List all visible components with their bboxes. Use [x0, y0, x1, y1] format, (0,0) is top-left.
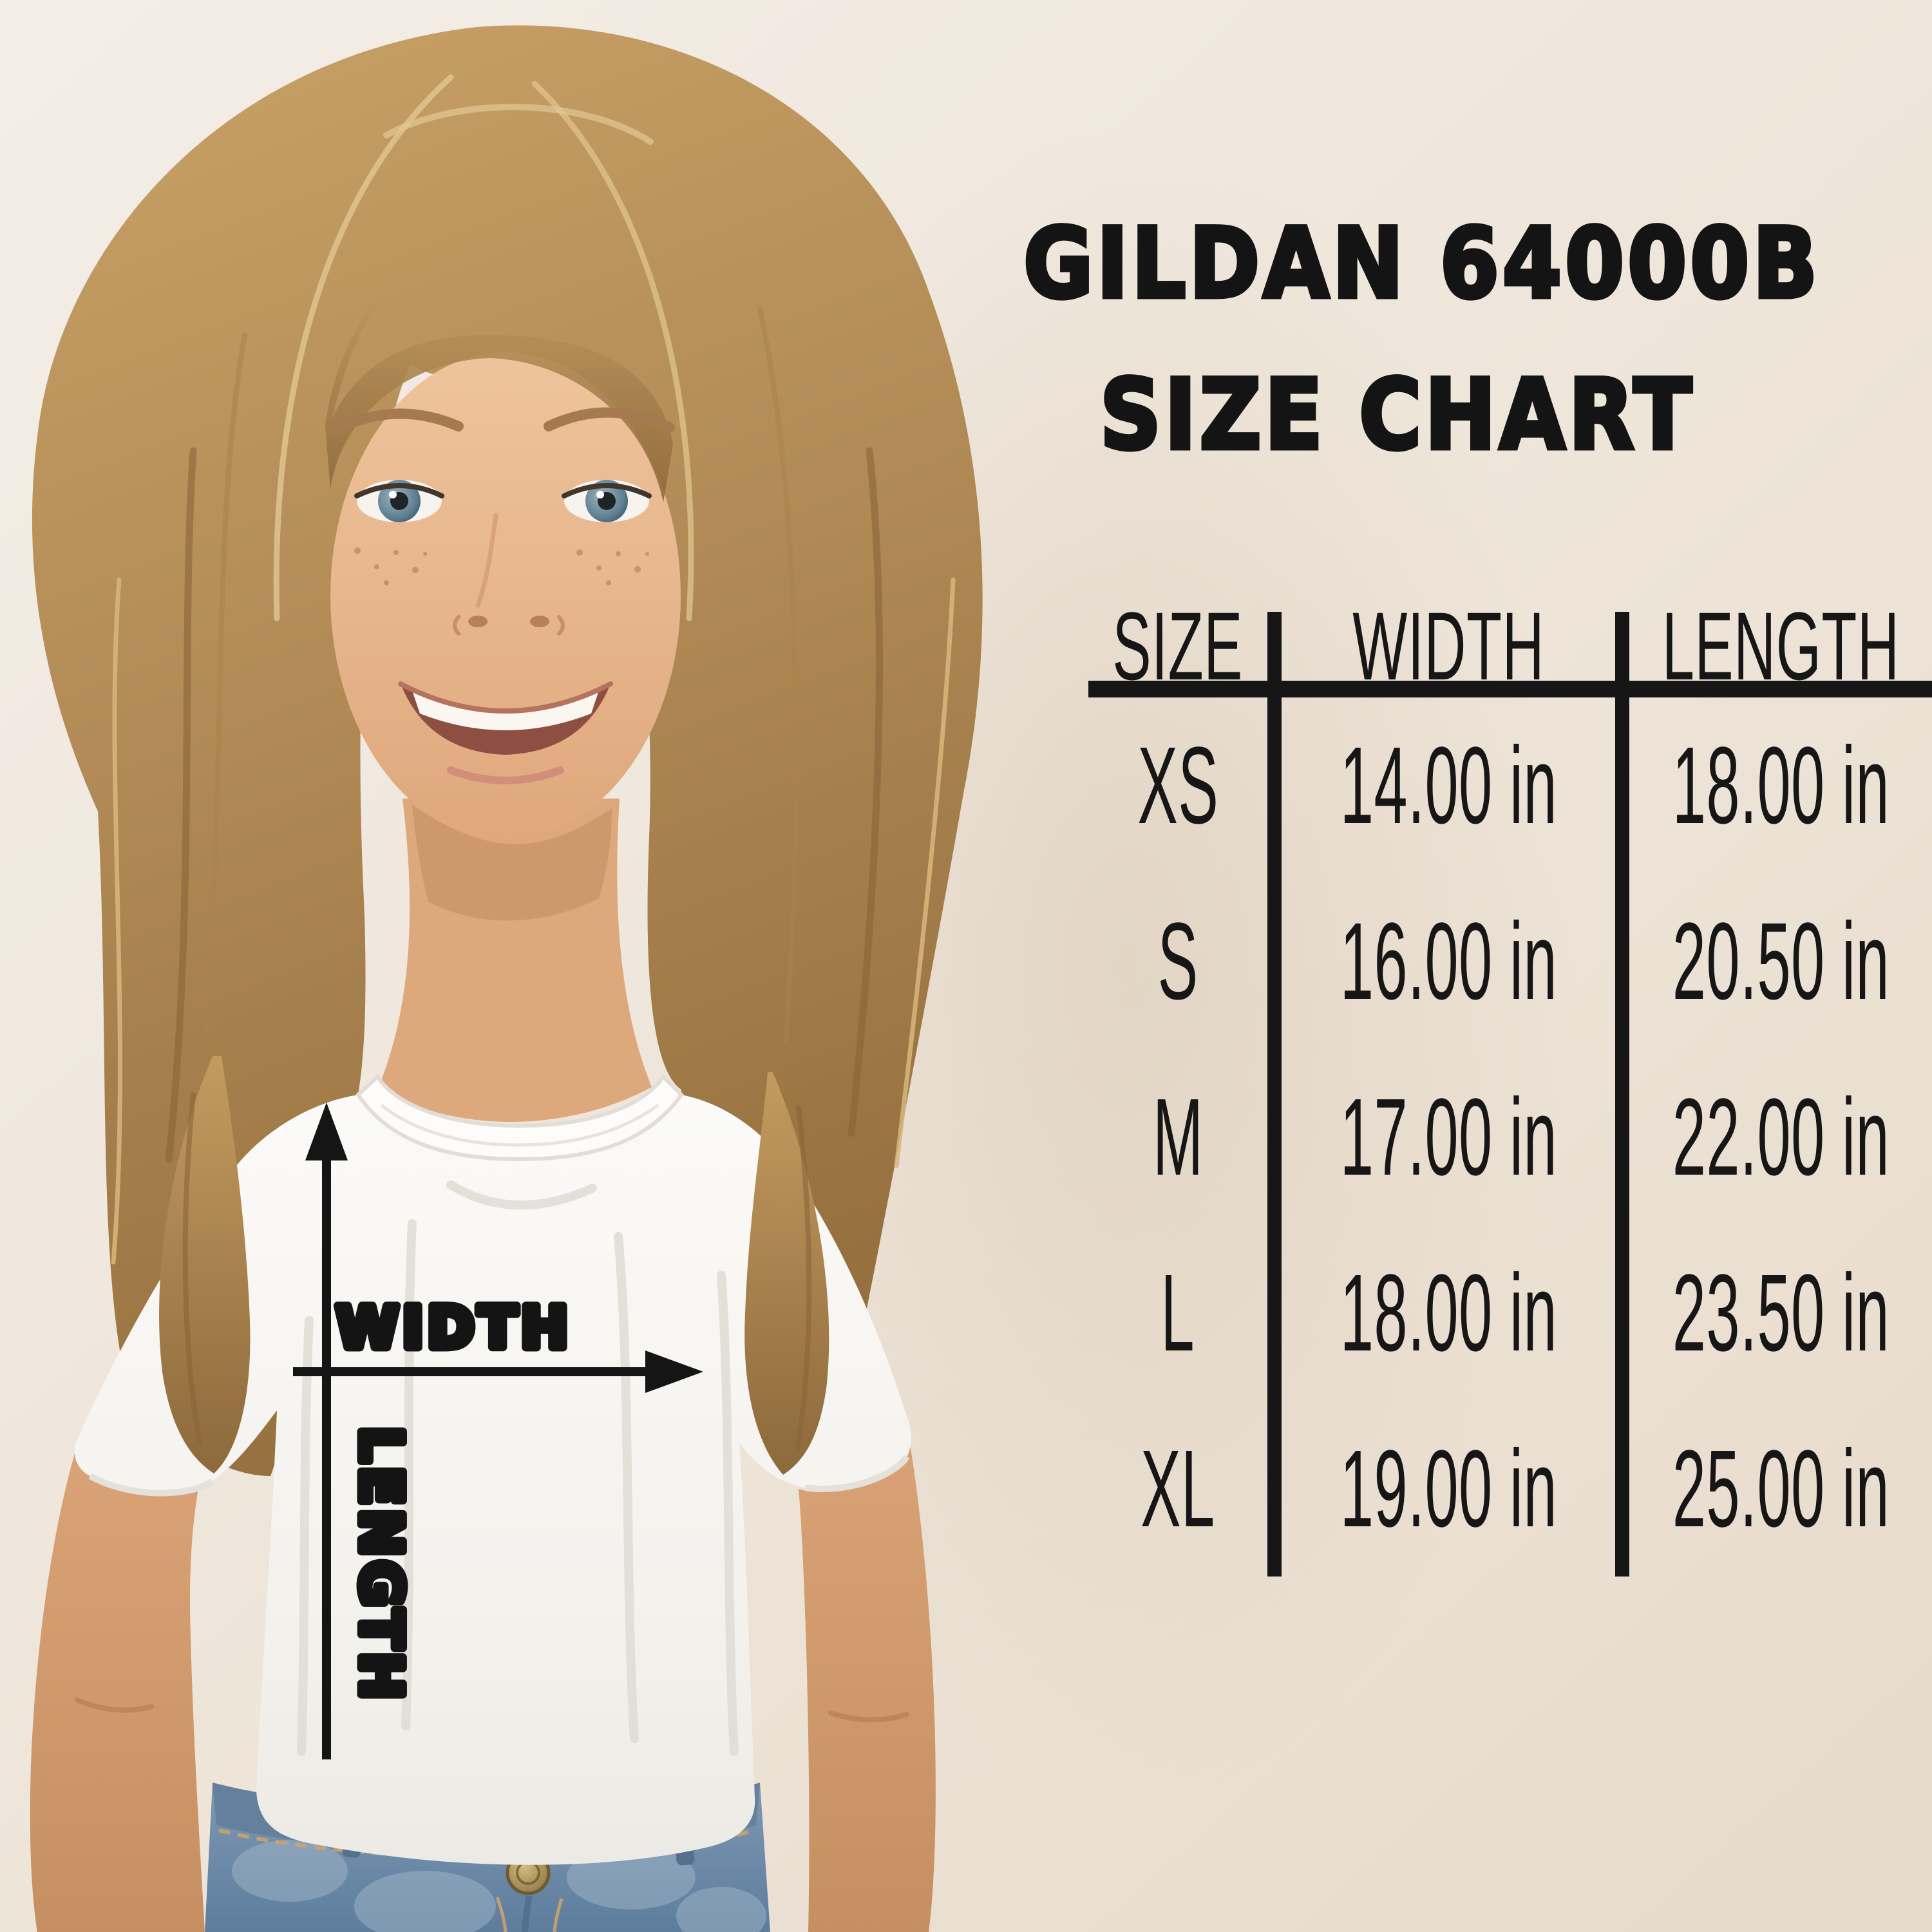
smile [398, 681, 613, 784]
width-value: 19.00 in [1340, 1427, 1557, 1550]
width-arrow-icon [293, 1350, 703, 1393]
left-arm [30, 1449, 205, 1932]
table-row-l-size: L [1088, 1225, 1282, 1401]
right-arm [799, 1414, 936, 1932]
freckles [354, 547, 649, 585]
table-row-m-length: 22.00 in [1629, 1049, 1932, 1225]
arms [30, 1414, 936, 1932]
column-header-length-label: LENGTH [1662, 592, 1900, 700]
nose [453, 513, 565, 636]
table-row-xs-width: 14.00 in [1282, 697, 1629, 873]
face [325, 270, 681, 839]
width-label: WIDTH [336, 1294, 573, 1361]
table-row-xl-size: XL [1088, 1401, 1282, 1577]
title-line-2: SIZE CHART [1098, 359, 1696, 471]
table-row-xs-size: XS [1088, 697, 1282, 873]
length-arrow-icon [305, 1103, 348, 1759]
size-value: XL [1141, 1427, 1215, 1550]
width-value: 14.00 in [1340, 724, 1557, 847]
front-hairline [325, 270, 673, 502]
width-value: 18.00 in [1340, 1251, 1557, 1374]
table-row-xl-width: 19.00 in [1282, 1401, 1629, 1577]
table-row-s-size: S [1088, 873, 1282, 1049]
table-row-m-size: M [1088, 1049, 1282, 1225]
table-row-xl-length: 25.00 in [1629, 1401, 1932, 1577]
size-table: SIZE WIDTH LENGTH XS 14.00 in 18.00 in S… [1088, 592, 1932, 1578]
t-shirt [75, 1074, 912, 1865]
chart-title: GILDAN 64000B SIZE CHART [972, 208, 1823, 471]
title-line-1: GILDAN 64000B [1021, 208, 1821, 320]
column-header-size: SIZE [1088, 592, 1282, 700]
column-header-size-label: SIZE [1112, 592, 1244, 700]
front-hair-locks [159, 1056, 829, 1475]
length-label: LENGTH [348, 1426, 414, 1703]
width-value: 16.00 in [1340, 900, 1557, 1023]
table-row-s-width: 16.00 in [1282, 873, 1629, 1049]
hair [32, 25, 983, 1476]
table-row-m-width: 17.00 in [1282, 1049, 1629, 1225]
length-value: 18.00 in [1672, 724, 1889, 847]
table-row-l-length: 23.50 in [1629, 1225, 1932, 1401]
length-value: 20.50 in [1672, 900, 1889, 1023]
length-value: 25.00 in [1672, 1427, 1889, 1550]
column-header-width-label: WIDTH [1352, 592, 1544, 700]
collar [355, 1074, 684, 1162]
table-row-l-width: 18.00 in [1282, 1225, 1629, 1401]
left-eye [354, 480, 444, 522]
left-eyebrow [330, 408, 464, 435]
width-value: 17.00 in [1340, 1075, 1557, 1198]
right-eyebrow [544, 407, 675, 433]
size-value: L [1160, 1251, 1195, 1374]
right-eye [562, 480, 652, 522]
column-header-length: LENGTH [1629, 592, 1932, 700]
table-row-s-length: 20.50 in [1629, 873, 1932, 1049]
length-value: 23.50 in [1672, 1251, 1889, 1374]
size-value: M [1152, 1075, 1204, 1198]
column-header-width: WIDTH [1282, 592, 1629, 700]
neck [379, 799, 652, 1122]
length-value: 22.00 in [1672, 1075, 1889, 1198]
size-value: S [1157, 900, 1198, 1023]
size-value: XS [1137, 724, 1218, 847]
fly-seam [522, 1895, 533, 1932]
measurement-diagram: WIDTH LENGTH [293, 1103, 703, 1759]
table-row-xs-length: 18.00 in [1629, 697, 1932, 873]
